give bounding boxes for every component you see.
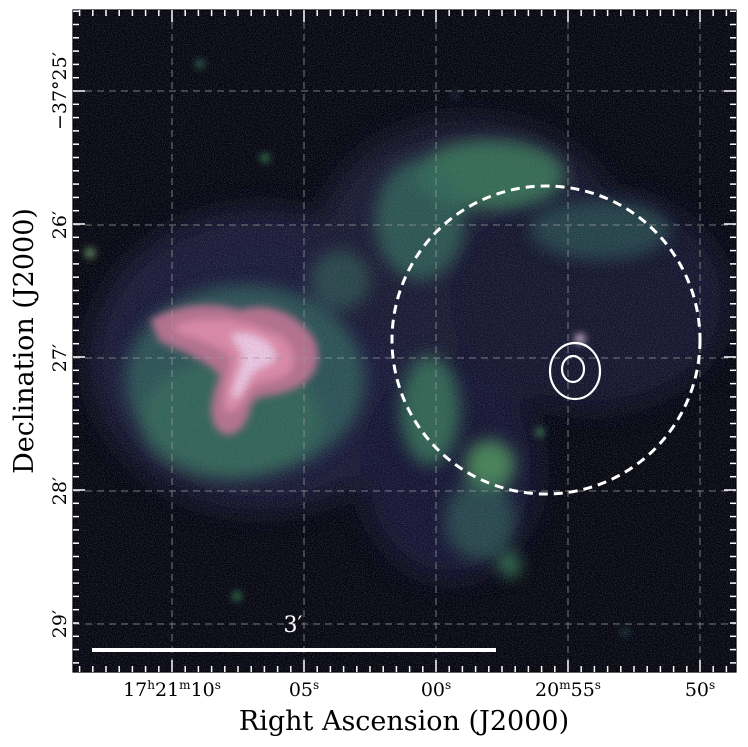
y-tick-label-5: 29′: [49, 610, 71, 639]
y-tick-label-2: 26′: [49, 211, 71, 240]
y-tick-label-4: 28′: [49, 477, 71, 506]
x-tick-label-4: 20m55s: [535, 678, 601, 701]
image-panel: 3′: [73, 10, 736, 672]
y-tick-label-1: −37°25′: [49, 52, 71, 130]
dashed-circle-region: [390, 184, 702, 496]
y-axis-label: Declination (J2000): [9, 208, 40, 474]
noise-texture: [73, 10, 736, 672]
x-tick-label-2: 05s: [289, 678, 319, 701]
tick-marks: [73, 10, 736, 672]
contour-overlay: [548, 341, 602, 401]
x-tick-label-3: 00s: [421, 678, 451, 701]
coordinate-grid: [73, 10, 736, 672]
x-tick-label-5: 50s: [685, 678, 715, 701]
y-tick-labels: −37°25′ 26′ 27′ 28′ 29′: [49, 52, 71, 638]
inner-contour: [560, 354, 586, 384]
x-tick-labels: 17h21m10s 05s 00s 20m55s 50s: [123, 678, 715, 701]
x-axis-label: Right Ascension (J2000): [239, 706, 569, 737]
plot-frame: [72, 9, 737, 673]
outer-contour: [548, 341, 602, 401]
scale-bar-label: 3′: [284, 613, 303, 638]
x-tick-label-1: 17h21m10s: [123, 678, 221, 701]
y-tick-label-3: 27′: [49, 344, 71, 373]
